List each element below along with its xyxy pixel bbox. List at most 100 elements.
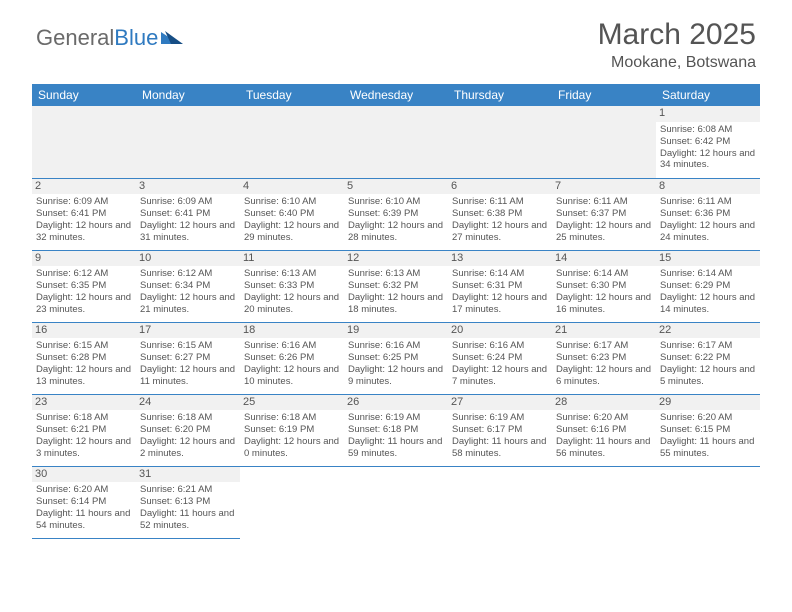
calendar-row: 16Sunrise: 6:15 AMSunset: 6:28 PMDayligh… (32, 322, 760, 394)
calendar-cell: 8Sunrise: 6:11 AMSunset: 6:36 PMDaylight… (656, 178, 760, 250)
calendar-row: 1Sunrise: 6:08 AMSunset: 6:42 PMDaylight… (32, 106, 760, 178)
sunset-line: Sunset: 6:42 PM (660, 136, 756, 148)
sunset-line: Sunset: 6:28 PM (36, 352, 132, 364)
sunrise-line: Sunrise: 6:11 AM (660, 196, 756, 208)
sunset-line: Sunset: 6:24 PM (452, 352, 548, 364)
sunrise-line: Sunrise: 6:17 AM (660, 340, 756, 352)
day-number: 10 (136, 251, 240, 267)
day-number: 18 (240, 323, 344, 339)
sunrise-line: Sunrise: 6:17 AM (556, 340, 652, 352)
calendar-row: 30Sunrise: 6:20 AMSunset: 6:14 PMDayligh… (32, 466, 760, 538)
weekday-header: Monday (136, 84, 240, 106)
daylight-line: Daylight: 12 hours and 23 minutes. (36, 292, 132, 316)
sunset-line: Sunset: 6:25 PM (348, 352, 444, 364)
daylight-line: Daylight: 12 hours and 9 minutes. (348, 364, 444, 388)
day-number: 25 (240, 395, 344, 411)
sunrise-line: Sunrise: 6:20 AM (660, 412, 756, 424)
sunset-line: Sunset: 6:32 PM (348, 280, 444, 292)
calendar-cell-empty (552, 106, 656, 178)
sunrise-line: Sunrise: 6:09 AM (140, 196, 236, 208)
day-number: 23 (32, 395, 136, 411)
sunset-line: Sunset: 6:31 PM (452, 280, 548, 292)
calendar-cell: 1Sunrise: 6:08 AMSunset: 6:42 PMDaylight… (656, 106, 760, 178)
weekday-header: Tuesday (240, 84, 344, 106)
sunrise-line: Sunrise: 6:16 AM (348, 340, 444, 352)
day-number: 27 (448, 395, 552, 411)
calendar-cell: 23Sunrise: 6:18 AMSunset: 6:21 PMDayligh… (32, 394, 136, 466)
calendar-cell: 6Sunrise: 6:11 AMSunset: 6:38 PMDaylight… (448, 178, 552, 250)
sunrise-line: Sunrise: 6:11 AM (452, 196, 548, 208)
calendar-cell: 2Sunrise: 6:09 AMSunset: 6:41 PMDaylight… (32, 178, 136, 250)
calendar-cell: 12Sunrise: 6:13 AMSunset: 6:32 PMDayligh… (344, 250, 448, 322)
calendar-row: 23Sunrise: 6:18 AMSunset: 6:21 PMDayligh… (32, 394, 760, 466)
sunset-line: Sunset: 6:19 PM (244, 424, 340, 436)
daylight-line: Daylight: 12 hours and 6 minutes. (556, 364, 652, 388)
sunrise-line: Sunrise: 6:20 AM (556, 412, 652, 424)
day-number: 5 (344, 179, 448, 195)
calendar-cell: 3Sunrise: 6:09 AMSunset: 6:41 PMDaylight… (136, 178, 240, 250)
sunset-line: Sunset: 6:40 PM (244, 208, 340, 220)
calendar-body: 1Sunrise: 6:08 AMSunset: 6:42 PMDaylight… (32, 106, 760, 538)
day-number: 4 (240, 179, 344, 195)
day-number: 12 (344, 251, 448, 267)
sunrise-line: Sunrise: 6:16 AM (452, 340, 548, 352)
sunset-line: Sunset: 6:22 PM (660, 352, 756, 364)
day-number: 31 (136, 467, 240, 483)
daylight-line: Daylight: 12 hours and 27 minutes. (452, 220, 548, 244)
sunset-line: Sunset: 6:20 PM (140, 424, 236, 436)
calendar-row: 2Sunrise: 6:09 AMSunset: 6:41 PMDaylight… (32, 178, 760, 250)
sunset-line: Sunset: 6:14 PM (36, 496, 132, 508)
sunset-line: Sunset: 6:33 PM (244, 280, 340, 292)
day-number: 14 (552, 251, 656, 267)
sunrise-line: Sunrise: 6:20 AM (36, 484, 132, 496)
daylight-line: Daylight: 12 hours and 20 minutes. (244, 292, 340, 316)
sunset-line: Sunset: 6:18 PM (348, 424, 444, 436)
logo-triangle-icon (161, 24, 187, 50)
calendar-cell: 26Sunrise: 6:19 AMSunset: 6:18 PMDayligh… (344, 394, 448, 466)
sunset-line: Sunset: 6:41 PM (140, 208, 236, 220)
daylight-line: Daylight: 11 hours and 55 minutes. (660, 436, 756, 460)
day-number: 8 (656, 179, 760, 195)
daylight-line: Daylight: 12 hours and 11 minutes. (140, 364, 236, 388)
sunset-line: Sunset: 6:15 PM (660, 424, 756, 436)
calendar-cell: 7Sunrise: 6:11 AMSunset: 6:37 PMDaylight… (552, 178, 656, 250)
calendar-cell: 11Sunrise: 6:13 AMSunset: 6:33 PMDayligh… (240, 250, 344, 322)
day-number: 22 (656, 323, 760, 339)
calendar-cell-empty (240, 466, 344, 538)
day-number: 2 (32, 179, 136, 195)
day-number: 26 (344, 395, 448, 411)
sunset-line: Sunset: 6:34 PM (140, 280, 236, 292)
sunrise-line: Sunrise: 6:15 AM (36, 340, 132, 352)
header: GeneralBlue March 2025 Mookane, Botswana (0, 0, 792, 80)
sunset-line: Sunset: 6:41 PM (36, 208, 132, 220)
daylight-line: Daylight: 12 hours and 32 minutes. (36, 220, 132, 244)
calendar-cell: 4Sunrise: 6:10 AMSunset: 6:40 PMDaylight… (240, 178, 344, 250)
day-number: 9 (32, 251, 136, 267)
calendar-cell: 14Sunrise: 6:14 AMSunset: 6:30 PMDayligh… (552, 250, 656, 322)
calendar-cell-empty (448, 466, 552, 538)
location: Mookane, Botswana (598, 54, 756, 72)
daylight-line: Daylight: 12 hours and 10 minutes. (244, 364, 340, 388)
daylight-line: Daylight: 12 hours and 18 minutes. (348, 292, 444, 316)
weekday-header: Thursday (448, 84, 552, 106)
calendar-cell: 15Sunrise: 6:14 AMSunset: 6:29 PMDayligh… (656, 250, 760, 322)
day-number: 13 (448, 251, 552, 267)
sunrise-line: Sunrise: 6:15 AM (140, 340, 236, 352)
sunrise-line: Sunrise: 6:14 AM (556, 268, 652, 280)
daylight-line: Daylight: 12 hours and 16 minutes. (556, 292, 652, 316)
weekday-header-row: SundayMondayTuesdayWednesdayThursdayFrid… (32, 84, 760, 106)
sunset-line: Sunset: 6:30 PM (556, 280, 652, 292)
sunset-line: Sunset: 6:17 PM (452, 424, 548, 436)
sunset-line: Sunset: 6:37 PM (556, 208, 652, 220)
calendar-row: 9Sunrise: 6:12 AMSunset: 6:35 PMDaylight… (32, 250, 760, 322)
sunset-line: Sunset: 6:21 PM (36, 424, 132, 436)
calendar-cell: 9Sunrise: 6:12 AMSunset: 6:35 PMDaylight… (32, 250, 136, 322)
calendar-cell-empty (448, 106, 552, 178)
daylight-line: Daylight: 11 hours and 54 minutes. (36, 508, 132, 532)
calendar-cell: 21Sunrise: 6:17 AMSunset: 6:23 PMDayligh… (552, 322, 656, 394)
calendar-cell: 18Sunrise: 6:16 AMSunset: 6:26 PMDayligh… (240, 322, 344, 394)
day-number: 7 (552, 179, 656, 195)
daylight-line: Daylight: 12 hours and 21 minutes. (140, 292, 236, 316)
sunrise-line: Sunrise: 6:12 AM (140, 268, 236, 280)
day-number: 1 (656, 106, 760, 122)
